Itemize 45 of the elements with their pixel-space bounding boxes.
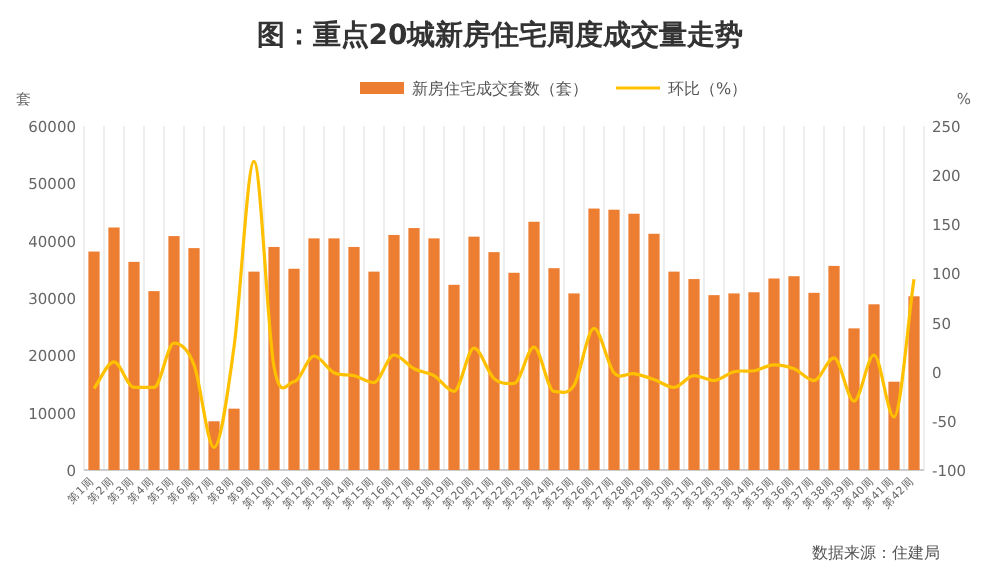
bar xyxy=(748,292,760,470)
bar xyxy=(168,236,180,470)
bar xyxy=(688,279,700,470)
bar xyxy=(508,272,520,470)
bar xyxy=(428,238,440,470)
bar xyxy=(348,246,360,470)
bar xyxy=(548,268,560,470)
bar xyxy=(88,251,100,470)
bar xyxy=(708,295,720,470)
bar xyxy=(728,293,740,470)
bar xyxy=(308,238,320,470)
bar xyxy=(648,233,660,470)
bar xyxy=(388,234,400,470)
bar xyxy=(228,408,240,470)
line-series xyxy=(92,159,916,449)
legend-label: 环比（%） xyxy=(668,80,748,98)
bar xyxy=(808,292,820,470)
bar xyxy=(328,238,340,470)
bar xyxy=(128,261,140,470)
bar xyxy=(908,296,920,470)
bar xyxy=(868,304,880,470)
bar xyxy=(528,221,540,470)
bar xyxy=(628,213,640,470)
bar xyxy=(588,208,600,470)
bar xyxy=(788,276,800,470)
bar xyxy=(488,252,500,470)
bar xyxy=(468,236,480,470)
bar xyxy=(368,271,380,470)
bar xyxy=(148,291,160,470)
bar xyxy=(568,293,580,470)
source-note: 数据来源：住建局 xyxy=(812,544,940,562)
bar xyxy=(608,209,620,470)
bar xyxy=(668,271,680,470)
bar xyxy=(248,271,260,470)
bar xyxy=(828,265,840,470)
bar xyxy=(768,278,780,470)
bar xyxy=(448,284,460,470)
legend-label: 新房住宅成交套数（套） xyxy=(412,80,588,98)
bar xyxy=(268,246,280,470)
bar xyxy=(188,248,200,470)
bar xyxy=(288,268,300,470)
bar xyxy=(848,328,860,470)
bar xyxy=(108,227,120,470)
chart-title: 图：重点20城新房住宅周度成交量走势 xyxy=(256,18,744,52)
bar xyxy=(408,228,420,470)
